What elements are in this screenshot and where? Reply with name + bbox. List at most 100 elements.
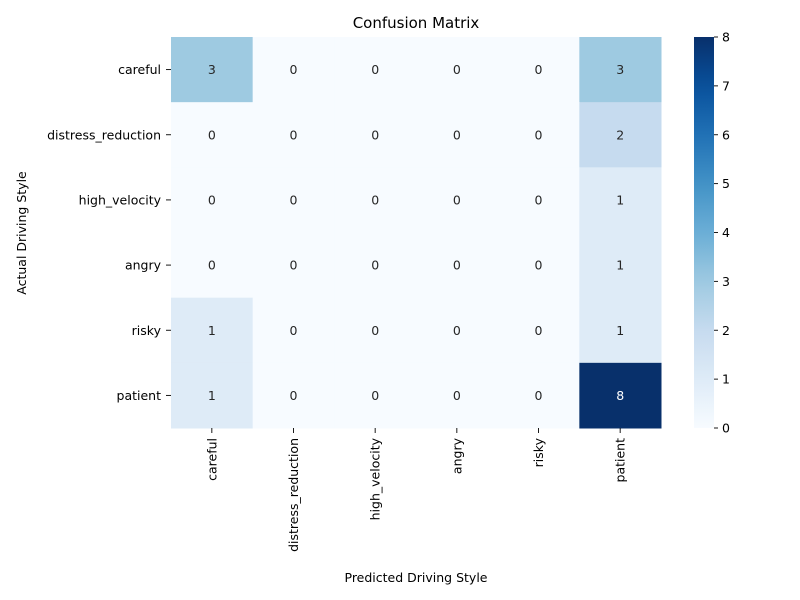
heatmap-cell [334,297,417,364]
heatmap-cell [334,232,417,299]
chart-title: Confusion Matrix [353,14,480,32]
cell-annotation: 0 [290,127,298,142]
cell-annotation: 0 [290,323,298,338]
cell-annotation: 0 [371,323,379,338]
y-tick-label: distress_reduction [47,127,161,142]
colorbar-tick-label: 7 [722,78,730,93]
heatmap-cell [171,297,254,364]
heatmap-cell [252,232,335,299]
heatmap-cell [171,167,254,233]
heatmap-cell [416,297,499,364]
cell-annotation: 1 [208,323,216,338]
colorbar-tick-label: 1 [722,372,730,387]
y-axis-ticks: careful distress_reduction high_velocityan… [47,62,171,403]
heatmap-cell [334,37,417,103]
cell-annotation: 0 [290,62,298,77]
heatmap-cell [171,232,254,299]
heatmap-cell [579,37,662,103]
heatmap-cell [171,37,254,103]
y-tick-label: risky [132,323,162,338]
colorbar-tick-label: 0 [722,421,730,436]
heatmap-cell [334,102,417,168]
heatmap-cell [252,167,335,233]
x-tick-label: distress_reduction [286,438,301,552]
cell-annotation: 0 [535,258,543,273]
heatmap-cell [497,37,580,103]
colorbar [694,37,714,428]
cell-annotation: 8 [616,388,624,403]
x-tick-label: risky [531,437,546,467]
heatmap-cell [334,362,417,429]
heatmap-cell [416,102,499,168]
cell-annotation: 0 [371,127,379,142]
heatmap-cell [416,37,499,103]
heatmap-cell [416,362,499,429]
x-tick-label: high_velocity [368,437,383,520]
heatmap-cell [171,102,254,168]
cell-annotation: 0 [290,388,298,403]
y-tick-label: patient [117,388,162,403]
heatmap-cell [252,37,335,103]
x-tick-label: patient [613,438,628,483]
heatmap-cell [579,297,662,364]
cell-annotation: 0 [535,127,543,142]
cell-annotation: 0 [453,388,461,403]
heatmap-cell [579,167,662,233]
heatmap-cell [252,102,335,168]
colorbar-tick-label: 2 [722,323,730,338]
cell-annotation: 1 [208,388,216,403]
heatmap-cell [497,232,580,299]
cell-annotation: 0 [371,62,379,77]
cell-annotation: 0 [453,62,461,77]
heatmap-plot-area: 3 0 0 0 0 3 0 0 0 0 0 2 0 0 0 0 0 1 0 0 0 0 0 1 1 0 0 0 0 1 1 0 0 0 0 8 [171,37,662,429]
colorbar-tick-label: 3 [722,274,730,289]
cell-annotation: 0 [535,388,543,403]
cell-annotation: 3 [616,62,624,77]
cell-annotation: 2 [616,127,624,142]
heatmap-cell [171,362,254,429]
cell-annotation: 0 [371,192,379,207]
cell-annotation: 0 [453,323,461,338]
colorbar-tick-label: 8 [722,30,730,45]
heatmap-cell [252,297,335,364]
y-axis-label: Actual Driving Style [14,171,29,295]
cell-annotation: 0 [371,258,379,273]
heatmap-cell [334,167,417,233]
heatmap-cell [497,102,580,168]
colorbar-tick-label: 4 [722,225,730,240]
cell-annotation: 3 [208,62,216,77]
heatmap-cell [252,362,335,429]
cell-annotation: 1 [616,258,624,273]
colorbar-tick-label: 5 [722,176,730,191]
x-axis-ticks: careful distress_reduction high_velocity an… [204,428,628,552]
heatmap-cell [579,232,662,299]
heatmap-cell [497,167,580,233]
y-tick-label: high_velocity [79,192,162,207]
cell-annotation: 0 [453,192,461,207]
cell-annotation: 0 [453,258,461,273]
x-tick-label: careful [204,438,219,481]
cell-annotation: 0 [290,258,298,273]
colorbar-ticks: 0 1 2 3 4 5 6 7 8 [714,30,730,436]
colorbar-tick-label: 6 [722,127,730,142]
cell-annotation: 0 [208,258,216,273]
heatmap-cell [497,362,580,429]
heatmap-cell [579,362,662,429]
cell-annotation: 0 [535,323,543,338]
cell-annotation: 0 [535,62,543,77]
cell-annotation: 1 [616,192,624,207]
cell-annotation: 0 [371,388,379,403]
cell-annotation: 0 [453,127,461,142]
cell-annotation: 1 [616,323,624,338]
heatmap-cell [579,102,662,168]
cell-annotation: 0 [208,127,216,142]
x-axis-label: Predicted Driving Style [345,570,488,585]
cell-annotation: 0 [208,192,216,207]
cell-annotation: 0 [535,192,543,207]
y-tick-label: careful [118,62,161,77]
heatmap-cell [497,297,580,364]
y-tick-label: angry [125,258,162,273]
heatmap-cell [416,167,499,233]
x-tick-label: angry [449,437,464,474]
